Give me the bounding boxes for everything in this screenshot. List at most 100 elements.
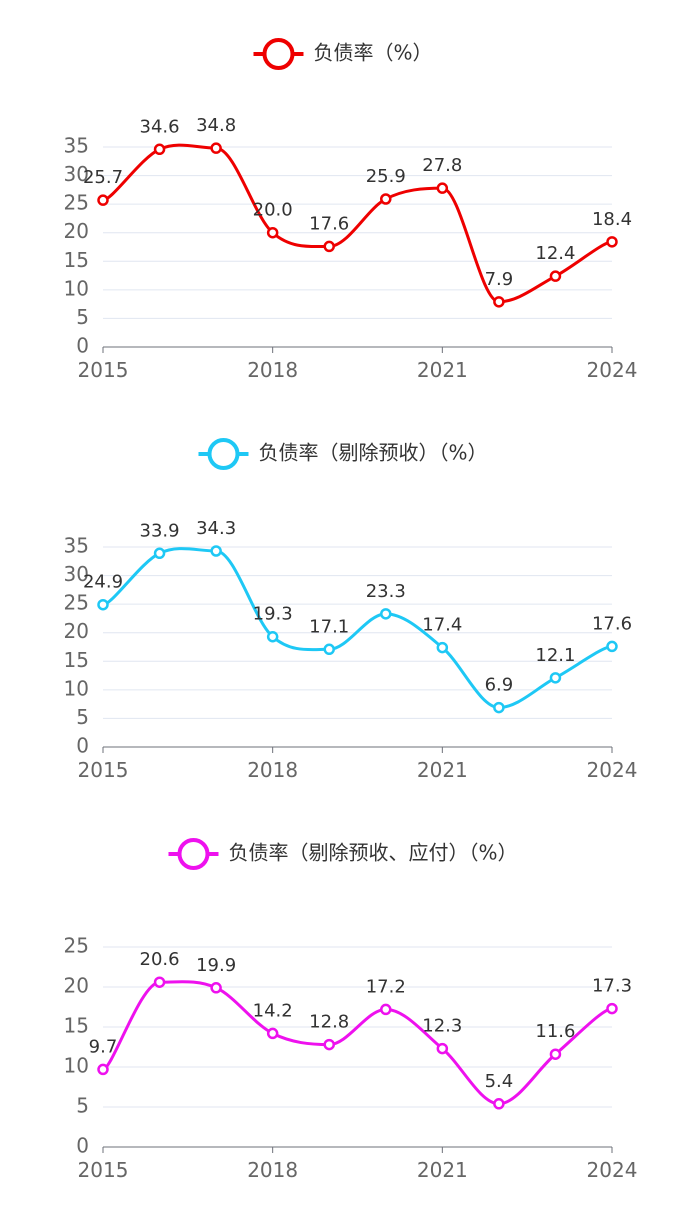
data-label: 18.4 [592, 209, 632, 230]
y-tick-label: 20 [64, 219, 89, 243]
data-label: 12.8 [309, 1012, 349, 1033]
data-label: 20.0 [253, 200, 293, 221]
y-tick-label: 20 [64, 619, 89, 643]
data-point[interactable] [549, 270, 562, 282]
legend-label: 负债率（%） [313, 41, 432, 65]
data-point[interactable] [549, 672, 562, 684]
x-tick-label: 2015 [78, 758, 129, 782]
data-point[interactable] [323, 240, 335, 253]
data-label: 14.2 [253, 1000, 293, 1021]
chart-debt-ratio: 负债率（%） 0 5 10 15 20 25 30 35 2015 2018 2021 2024 25.7… [64, 38, 638, 382]
legend[interactable]: 负债率（%） [253, 38, 433, 70]
data-label: 17.2 [366, 976, 406, 997]
y-tick-label: 10 [64, 276, 89, 300]
y-tick-label: 15 [64, 648, 89, 672]
data-point[interactable] [210, 982, 222, 994]
data-label: 17.6 [592, 613, 632, 634]
data-point[interactable] [210, 545, 222, 557]
data-label: 17.6 [309, 213, 349, 234]
x-tick-label: 2021 [417, 758, 468, 782]
data-point[interactable] [266, 630, 279, 643]
data-label: 12.4 [535, 243, 575, 264]
data-point[interactable] [210, 142, 222, 154]
data-point[interactable] [380, 193, 392, 205]
data-label: 20.6 [140, 949, 180, 970]
legend-label: 负债率（剔除预收）（%） [258, 441, 487, 465]
data-label: 9.7 [89, 1036, 118, 1057]
y-tick-label: 5 [76, 705, 89, 729]
data-point[interactable] [606, 236, 618, 248]
data-point[interactable] [436, 641, 449, 654]
y-tick-label: 10 [64, 676, 89, 700]
y-tick-label: 25 [64, 191, 89, 215]
data-label: 24.9 [83, 572, 123, 593]
x-tick-label: 2018 [247, 358, 298, 382]
data-label: 34.3 [196, 518, 236, 539]
y-tick-label: 15 [64, 248, 89, 272]
data-point[interactable] [97, 1063, 109, 1076]
legend-circle-icon [262, 38, 295, 70]
y-tick-label: 5 [76, 305, 89, 329]
y-tick-label: 0 [76, 734, 89, 758]
data-point[interactable] [436, 1042, 449, 1055]
data-label: 17.4 [422, 615, 462, 636]
data-label: 25.7 [83, 167, 123, 188]
series-line [102, 547, 613, 710]
data-point[interactable] [549, 1048, 562, 1060]
data-point[interactable] [266, 226, 279, 239]
data-point[interactable] [266, 1027, 279, 1040]
series-line [102, 980, 613, 1106]
data-point[interactable] [493, 296, 505, 308]
data-label: 23.3 [366, 581, 406, 602]
data-point[interactable] [493, 1098, 505, 1110]
data-label: 34.6 [140, 116, 180, 137]
y-tick-label: 25 [64, 934, 89, 958]
x-tick-label: 2021 [417, 358, 468, 382]
data-point[interactable] [493, 701, 505, 714]
data-point[interactable] [97, 194, 109, 206]
x-tick-label: 2018 [247, 758, 298, 782]
data-point[interactable] [606, 1002, 618, 1015]
chart-debt-ratio-excl-advance-payable: 负债率（剔除预收、应付）（%） 0 5 10 15 20 25 2015 2018 2021 202… [64, 838, 638, 1182]
chart-debt-ratio-excl-advance: 负债率（剔除预收）（%） 0 5 10 15 20 25 30 35 2015 2018 2021 20… [64, 438, 638, 782]
data-point[interactable] [153, 976, 166, 988]
legend-label: 负债率（剔除预收、应付）（%） [228, 841, 517, 865]
x-tick-label: 2018 [247, 1158, 298, 1182]
data-point[interactable] [153, 547, 166, 560]
data-point[interactable] [323, 1038, 335, 1051]
data-label: 33.9 [140, 520, 180, 541]
data-label: 19.9 [196, 955, 236, 976]
data-label: 5.4 [485, 1071, 514, 1092]
y-tick-label: 5 [76, 1094, 89, 1118]
x-tick-label: 2024 [587, 358, 638, 382]
data-label: 12.1 [535, 645, 575, 666]
y-tick-label: 15 [64, 1014, 89, 1038]
data-label: 7.9 [485, 269, 514, 290]
data-label: 34.8 [196, 115, 236, 136]
data-label: 6.9 [485, 675, 514, 696]
y-tick-label: 20 [64, 974, 89, 998]
legend[interactable]: 负债率（剔除预收）（%） [198, 438, 488, 470]
data-point[interactable] [380, 1003, 392, 1016]
x-tick-label: 2024 [587, 1158, 638, 1182]
data-label: 17.1 [309, 616, 349, 637]
data-point[interactable] [380, 608, 392, 620]
legend-circle-icon [177, 838, 210, 870]
data-point[interactable] [436, 182, 449, 194]
x-tick-label: 2015 [78, 1158, 129, 1182]
data-label: 17.3 [592, 976, 632, 997]
y-tick-label: 0 [76, 1134, 89, 1158]
y-tick-label: 30 [64, 162, 89, 186]
data-label: 19.3 [253, 604, 293, 625]
data-point[interactable] [323, 643, 335, 656]
data-label: 11.6 [535, 1021, 575, 1042]
data-point[interactable] [97, 598, 109, 611]
data-point[interactable] [153, 143, 166, 156]
x-tick-label: 2024 [587, 758, 638, 782]
legend-circle-icon [207, 438, 240, 470]
data-label: 25.9 [366, 166, 406, 187]
data-point[interactable] [606, 640, 618, 653]
legend[interactable]: 负债率（剔除预收、应付）（%） [168, 838, 518, 870]
y-tick-label: 35 [64, 534, 89, 558]
data-label: 12.3 [422, 1016, 462, 1037]
